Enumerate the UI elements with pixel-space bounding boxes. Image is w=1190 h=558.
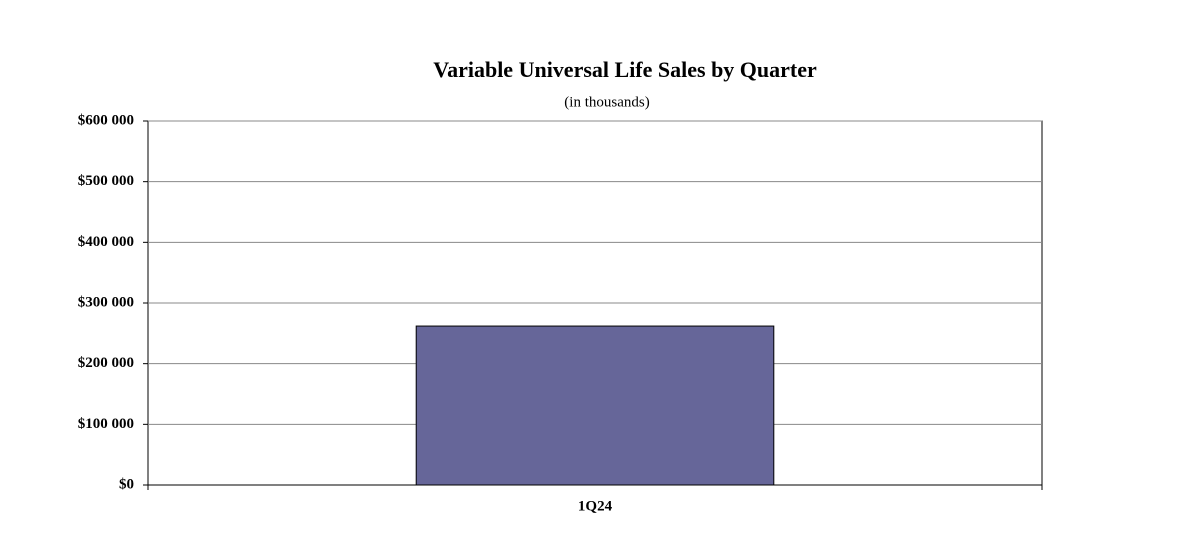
y-tick-label: $600 000 (78, 112, 134, 128)
y-tick-label: $300 000 (78, 294, 134, 310)
bar (415, 325, 775, 486)
y-tick-label: $0 (119, 476, 134, 492)
y-tick-label: $100 000 (78, 416, 134, 432)
y-tick-label: $200 000 (78, 355, 134, 371)
x-tick-label: 1Q24 (578, 498, 613, 514)
chart-title: Variable Universal Life Sales by Quarter (433, 57, 817, 82)
y-tick-label: $500 000 (78, 173, 134, 189)
chart-subtitle: (in thousands) (564, 94, 649, 110)
y-tick-label: $400 000 (78, 234, 134, 250)
